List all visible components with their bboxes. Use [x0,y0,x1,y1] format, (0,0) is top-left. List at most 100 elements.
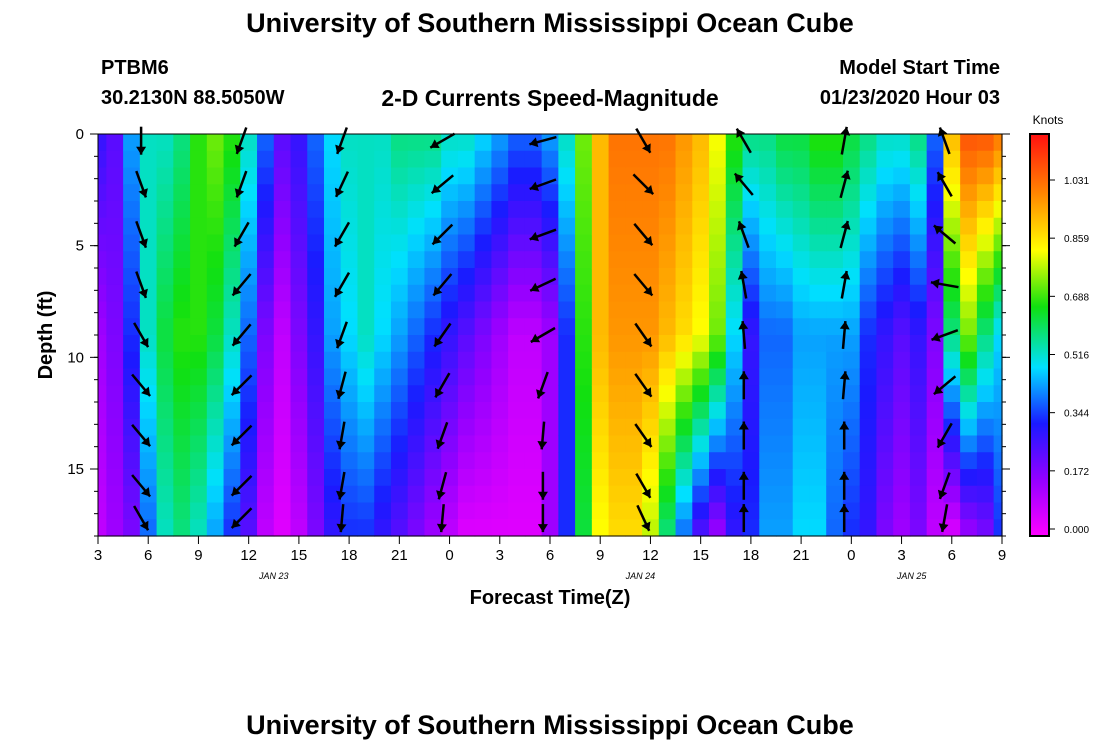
heatmap-cell [625,217,643,236]
heatmap-cell [390,284,409,303]
heatmap-cell [642,268,660,286]
heatmap-cell [893,519,911,537]
heatmap-cell [524,167,543,185]
heatmap-cell [926,301,945,319]
heatmap-cell [374,167,392,185]
heatmap-cell [491,452,509,470]
heatmap-cell [223,368,241,386]
heatmap-cell [842,201,861,219]
heatmap-cell [240,201,258,219]
heatmap-cell [976,452,995,470]
heatmap-cell [625,318,643,336]
heatmap-cell [457,251,476,269]
heatmap-cell [257,184,275,202]
heatmap-cell [993,134,1003,152]
heatmap-cell [457,351,476,370]
heatmap-cell [675,201,693,219]
heatmap-cell [541,268,559,286]
heatmap-cell [106,251,124,269]
heatmap-cell [106,335,124,353]
heatmap-cell [742,519,760,537]
heatmap-cell [675,519,693,537]
heatmap-cell [457,150,476,169]
heatmap-cell [742,435,760,453]
heatmap-cell [190,485,208,504]
heatmap-cell [742,368,760,386]
heatmap-cell [909,418,928,437]
heatmap-cell [709,318,727,336]
heatmap-cell [776,167,794,185]
heatmap-cell [909,150,928,169]
heatmap-cell [792,234,811,252]
current-arrow [431,223,454,246]
heatmap-cell [893,335,911,353]
heatmap-cell [257,351,275,370]
heatmap-cell [273,502,292,520]
heatmap-cell [575,318,593,336]
heatmap-cell [240,351,258,370]
current-arrow [231,273,252,297]
heatmap-cell [909,268,928,286]
heatmap-cell [842,368,861,386]
heatmap-cell [374,402,392,420]
heatmap-cell [809,217,827,236]
footer-title: University of Southern Mississippi Ocean… [246,710,854,740]
heatmap-cell [742,469,760,487]
heatmap-cell [190,150,208,169]
heatmap-cell [123,452,141,470]
heatmap-cell [98,284,107,303]
heatmap-cell [893,502,911,520]
x-tick-label: 0 [445,547,453,564]
heatmap-cell [541,201,559,219]
heatmap-cell [156,217,174,236]
heatmap-cell [307,502,325,520]
heatmap-cell [809,301,827,319]
heatmap-cell [558,201,576,219]
heatmap-cell [943,217,961,236]
heatmap-cell [709,167,727,185]
heatmap-cell [491,234,509,252]
heatmap-cell [909,402,928,420]
heatmap-cell [240,284,258,303]
current-arrow [738,371,749,400]
heatmap-cell [575,469,593,487]
heatmap-cell [240,385,258,403]
heatmap-cell [541,519,559,537]
heatmap-cell [273,301,292,319]
heatmap-cell [926,284,945,303]
heatmap-cell [474,402,493,420]
heatmap-cell [324,268,342,286]
heatmap-cell [307,268,325,286]
heatmap-cell [257,402,275,420]
heatmap-cell [826,268,844,286]
heatmap-cell [909,301,928,319]
current-arrow [839,320,850,350]
heatmap-cell [976,519,995,537]
heatmap-cell [324,452,342,470]
heatmap-cell [591,469,610,487]
heatmap-cell [457,385,476,403]
heatmap-cell [541,234,559,252]
heatmap-cell [658,435,677,453]
heatmap-cell [943,351,961,370]
heatmap-cell [976,201,995,219]
heatmap-cell [909,201,928,219]
heatmap-cell [675,385,693,403]
heatmap-cell [290,435,308,453]
heatmap-cell [960,502,978,520]
heatmap-cell [558,469,576,487]
heatmap-cell [324,485,342,504]
heatmap-cell [340,335,359,353]
heatmap-cell [976,385,995,403]
heatmap-cell [675,368,693,386]
heatmap-cell [558,335,576,353]
heatmap-cell [692,351,710,370]
current-arrow [537,471,548,500]
heatmap-cell [541,351,559,370]
heatmap-cell [508,385,526,403]
heatmap-cell [692,318,710,336]
heatmap-cell [675,134,693,152]
heatmap-cell [424,452,442,470]
heatmap-cell [524,469,543,487]
heatmap-cell [123,301,141,319]
